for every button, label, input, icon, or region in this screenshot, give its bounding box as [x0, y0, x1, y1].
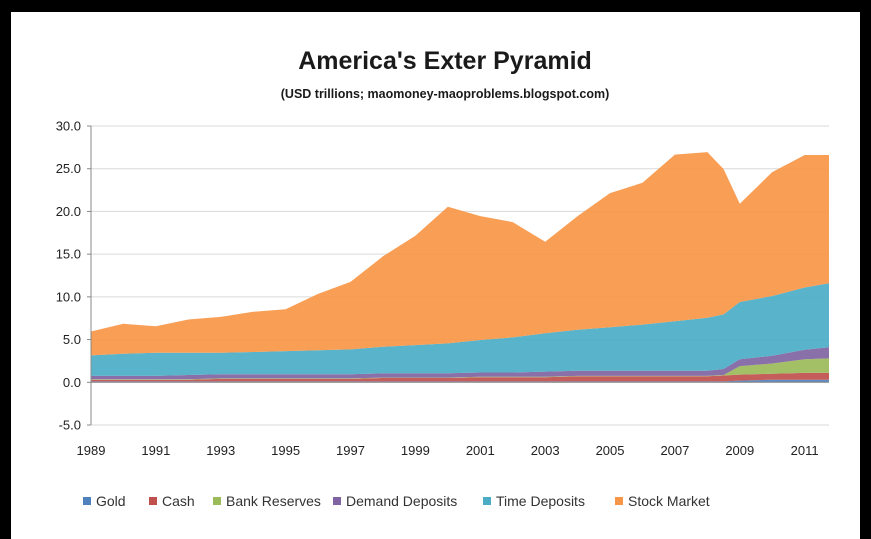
chart-area: America's Exter Pyramid (USD trillions; …	[56, 47, 829, 509]
legend-label-demand-deposits: Demand Deposits	[346, 493, 457, 509]
legend-swatch-time-deposits	[483, 497, 491, 505]
area-stock-market	[91, 152, 829, 356]
x-tick-label: 2001	[466, 443, 495, 458]
x-tick-label: 2005	[596, 443, 625, 458]
y-tick-label: -5.0	[59, 418, 81, 433]
area-demand-deposits	[91, 347, 829, 380]
area-cash	[91, 372, 829, 382]
x-tick-label: 1991	[141, 443, 170, 458]
legend-label-bank-reserves: Bank Reserves	[226, 493, 321, 509]
x-tick-label: 1989	[77, 443, 106, 458]
legend-label-time-deposits: Time Deposits	[496, 493, 585, 509]
x-tick-label: 1993	[206, 443, 235, 458]
area-time-deposits	[91, 283, 829, 376]
y-tick-label: 30.0	[56, 119, 81, 134]
x-tick-label: 1997	[336, 443, 365, 458]
y-tick-label: 25.0	[56, 161, 81, 176]
chart-title: America's Exter Pyramid	[298, 47, 592, 75]
x-axis-ticks: 1989 1991 1993 1995 1997 1999 2001 2003 2005 2007…	[77, 443, 819, 458]
legend-swatch-cash	[149, 497, 157, 505]
y-axis-ticks: -5.0 0.0 5.0 10.0 15.0 20.0 25.0 30.0	[56, 119, 91, 433]
chart-subtitle: (USD trillions; maomoney-maoproblems.blo…	[281, 87, 610, 101]
x-tick-label: 2007	[660, 443, 689, 458]
y-tick-label: 15.0	[56, 247, 81, 262]
y-tick-label: 10.0	[56, 289, 81, 304]
legend-swatch-gold	[83, 497, 91, 505]
legend-label-stock-market: Stock Market	[628, 493, 710, 509]
x-tick-label: 2003	[531, 443, 560, 458]
x-tick-label: 2009	[725, 443, 754, 458]
y-tick-label: 0.0	[63, 375, 81, 390]
chart-panel: America's Exter Pyramid (USD trillions; …	[11, 12, 860, 539]
legend-swatch-demand-deposits	[333, 497, 341, 505]
x-tick-label: 2011	[791, 443, 819, 458]
area-gold	[91, 379, 829, 383]
y-tick-label: 5.0	[63, 332, 81, 347]
x-tick-label: 1999	[401, 443, 430, 458]
legend-label-cash: Cash	[162, 493, 195, 509]
y-tick-label: 20.0	[56, 204, 81, 219]
legend-swatch-stock-market	[615, 497, 623, 505]
legend-label-gold: Gold	[96, 493, 126, 509]
x-tick-label: 1995	[271, 443, 300, 458]
legend: Gold Cash Bank Reserves Demand Deposits Time…	[83, 493, 710, 509]
axes	[90, 126, 829, 425]
legend-swatch-bank-reserves	[213, 497, 221, 505]
plot-areas	[91, 152, 829, 383]
